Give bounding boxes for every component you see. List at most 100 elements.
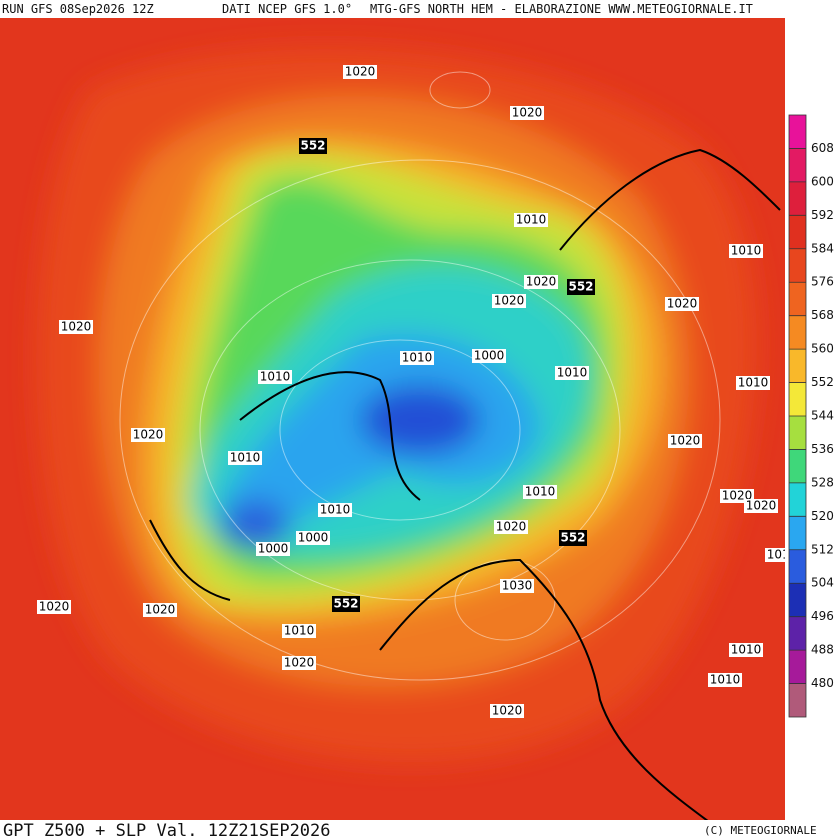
colorbar-label: 552 [811,375,834,389]
run-info: RUN GFS 08Sep2026 12Z [2,2,154,16]
pressure-label-bg [472,349,506,363]
colorbar-cell [789,115,806,149]
pressure-label: 1010 [230,451,261,465]
pressure-label: 1020 [284,656,315,670]
pressure-label-bg [500,579,534,593]
height-label-bg [332,596,360,612]
colorbar-cell [789,248,806,283]
footer-product: GPT Z500 + SLP Val. 12Z21SEP2026 [3,821,331,840]
pressure-label: 1020 [492,704,523,718]
pressure-label-bg [510,106,544,120]
colorbar-label: 528 [811,475,834,489]
pressure-label: 1000 [298,531,329,545]
pressure-label: 1020 [526,275,557,289]
pressure-label-bg [668,434,702,448]
pressure-label: 1030 [502,579,533,593]
colorbar-cell [789,215,806,249]
colorbar-cell [789,181,806,216]
colorbar-label: 480 [811,676,834,690]
pressure-label-bg [729,643,763,657]
pressure-label: 1020 [667,297,698,311]
height-label: 552 [560,531,585,545]
pressure-label-bg [514,213,548,227]
colorbar-label: 496 [811,609,834,623]
pressure-label: 1020 [345,65,376,79]
pressure-label-bg [318,503,352,517]
colorbar-label: 536 [811,442,834,456]
colorbar-cell [789,516,806,550]
pressure-label-bg [131,428,165,442]
height-field [36,49,757,763]
pressure-label-bg [490,704,524,718]
pressure-label-bg [282,656,316,670]
colorbar-label: 608 [811,141,834,155]
colorbar-cell [789,482,806,517]
pressure-label-bg [492,294,526,308]
colorbar-label: 544 [811,409,834,423]
pressure-label: 1020 [670,434,701,448]
pressure-label-bg [228,451,262,465]
colorbar-cell [789,349,806,383]
pressure-label-bg [665,297,699,311]
footer-bg [0,820,362,840]
pressure-label: 1020 [496,520,527,534]
pressure-label-bg [258,370,292,384]
pressure-label-bg [555,366,589,380]
pressure-label: 1020 [746,499,777,513]
colorbar-label: 488 [811,643,834,657]
pressure-label-bg [37,600,71,614]
coastlines [149,148,781,820]
pressure-label: 1000 [474,349,505,363]
colorbar-cell [789,315,806,350]
pressure-label: 1020 [133,428,164,442]
colorbar-label: 560 [811,342,834,356]
colorbar-cell [789,583,806,617]
colorbar-cell [789,282,806,316]
colorbar-label: 568 [811,308,834,322]
colorbar-cell [789,616,806,651]
colorbar-cell [789,683,806,717]
pressure-label-bg [736,376,770,390]
map [0,18,785,820]
pressure-label-bg [744,499,778,513]
colorbar-label: 584 [811,241,834,255]
pressure-label-bg [282,624,316,638]
pressure-label: 1010 [320,503,351,517]
pressure-label-bg [400,351,434,365]
pressure-label: 1020 [39,600,70,614]
colorbar-frame [788,114,807,718]
pressure-label-bg [143,603,177,617]
pressure-label: 1010 [731,244,762,258]
colorbar-cell [789,549,806,584]
colorbar-cell [789,449,806,483]
height-label-bg [567,279,595,295]
pressure-label: 1010 [516,213,547,227]
pressure-label: 1010 [525,485,556,499]
pressure-label-bg [256,542,290,556]
pressure-label: 1010 [284,624,315,638]
height-label: 552 [568,280,593,294]
pressure-label-bg [343,65,377,79]
pressure-label: 1020 [145,603,176,617]
header-title: MTG-GFS NORTH HEM - ELABORAZIONE WWW.MET… [370,2,753,16]
pressure-label: 1010 [260,370,291,384]
pressure-label: 1010 [738,376,769,390]
colorbar-cell [789,382,806,416]
pressure-label: 1010 [557,366,588,380]
pressure-label-bg [524,275,558,289]
pressure-label-bg [729,244,763,258]
colorbar-label: 600 [811,174,834,188]
pressure-label-bg [494,520,528,534]
pressure-label: 1020 [512,106,543,120]
height-label: 552 [333,597,358,611]
data-source: DATI NCEP GFS 1.0° [222,2,352,16]
colorbar-cell [789,148,806,182]
pressure-label-bg [523,485,557,499]
pressure-label: 1000 [258,542,289,556]
pressure-label: 1010 [731,643,762,657]
height-label-bg [559,530,587,546]
colorbar-cell [789,650,806,684]
colorbar-label: 504 [811,576,834,590]
pressure-label-bg [59,320,93,334]
pressure-label-bg [708,673,742,687]
